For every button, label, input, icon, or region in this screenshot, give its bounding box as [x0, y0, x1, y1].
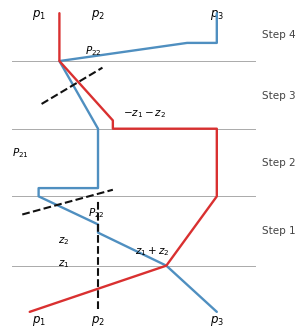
Text: Step 4: Step 4: [262, 30, 296, 40]
Text: $P_{22}$: $P_{22}$: [88, 206, 104, 220]
Text: $z_1 + z_2$: $z_1 + z_2$: [135, 245, 170, 258]
Text: Step 3: Step 3: [262, 91, 296, 101]
Text: $p_3$: $p_3$: [210, 314, 224, 328]
Text: $p_3$: $p_3$: [210, 8, 224, 22]
Text: $-z_1 - z_2$: $-z_1 - z_2$: [123, 108, 166, 120]
Text: Step 2: Step 2: [262, 158, 296, 168]
Text: $P_{21}$: $P_{21}$: [12, 147, 29, 160]
Text: $P_{22}$: $P_{22}$: [85, 44, 101, 58]
Text: $p_2$: $p_2$: [91, 314, 105, 328]
Text: $p_2$: $p_2$: [91, 8, 105, 22]
Text: $z_2$: $z_2$: [58, 236, 69, 248]
Text: $z_1$: $z_1$: [58, 258, 69, 270]
Text: Step 1: Step 1: [262, 226, 296, 236]
Text: $p_1$: $p_1$: [31, 8, 46, 22]
Text: $p_1$: $p_1$: [31, 314, 46, 328]
